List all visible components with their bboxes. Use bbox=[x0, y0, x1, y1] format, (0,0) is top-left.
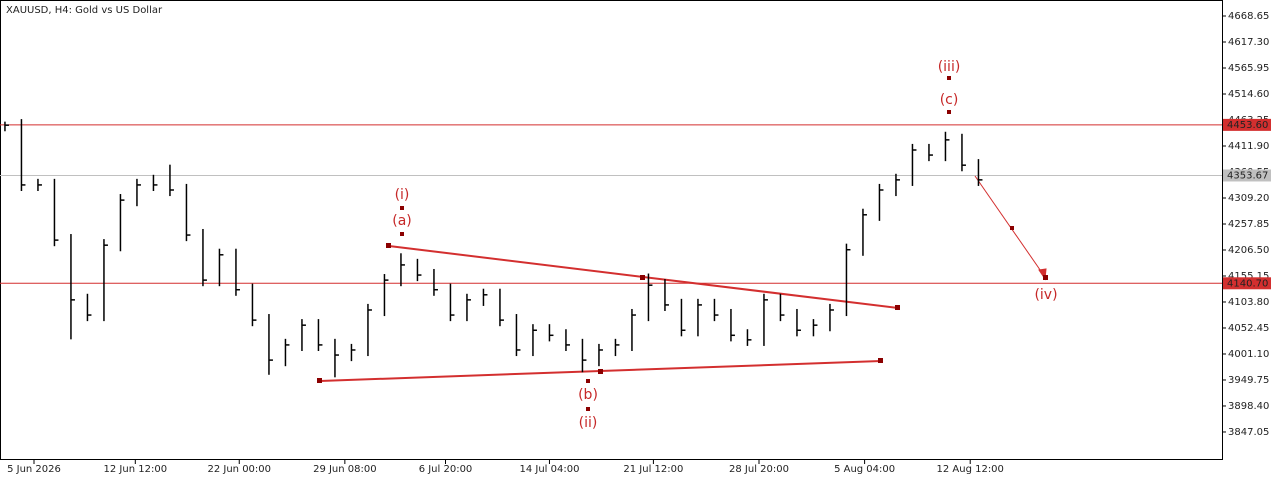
wave-label: (iv) bbox=[1034, 287, 1057, 303]
dot bbox=[947, 76, 951, 80]
dot bbox=[947, 110, 951, 114]
wave-label: (b) bbox=[578, 387, 598, 403]
wave-label: (ii) bbox=[579, 415, 598, 431]
y-tick-label: 4565.95 bbox=[1228, 63, 1269, 74]
anchor bbox=[640, 275, 645, 280]
wave-label: (a) bbox=[392, 213, 412, 229]
anchor bbox=[1043, 275, 1048, 280]
y-tick-label: 4052.45 bbox=[1228, 323, 1269, 334]
y-tick-label: 3949.75 bbox=[1228, 375, 1269, 386]
y-tick-label: 4257.85 bbox=[1228, 219, 1269, 230]
anchor bbox=[1010, 226, 1014, 230]
price-level-label: 4453.60 bbox=[1227, 120, 1268, 131]
dot bbox=[400, 206, 404, 210]
y-tick-label: 3898.40 bbox=[1228, 401, 1269, 412]
price-level-box bbox=[1223, 277, 1271, 290]
y-tick-label: 4155.15 bbox=[1228, 271, 1269, 282]
chart-title: XAUUSD, H4: Gold vs US Dollar bbox=[6, 5, 163, 16]
x-tick-label: 12 Jun 12:00 bbox=[104, 464, 168, 475]
x-tick-label: 28 Jul 20:00 bbox=[729, 464, 789, 475]
wave-label: (i) bbox=[395, 187, 410, 203]
y-tick-label: 4668.65 bbox=[1228, 11, 1269, 22]
x-tick-label: 12 Aug 12:00 bbox=[936, 464, 1003, 475]
price-level-label: 4353.67 bbox=[1227, 170, 1268, 181]
price-level-box bbox=[1223, 118, 1271, 131]
anchor bbox=[895, 305, 900, 310]
dot bbox=[586, 379, 590, 383]
y-tick-label: 3847.05 bbox=[1228, 427, 1269, 438]
y-tick-label: 4103.80 bbox=[1228, 297, 1269, 308]
projection-arrow bbox=[974, 175, 1048, 281]
anchor bbox=[386, 243, 391, 248]
x-tick-label: 6 Jul 20:00 bbox=[419, 464, 473, 475]
x-tick-label: 21 Jul 12:00 bbox=[623, 464, 683, 475]
y-tick-label: 4206.50 bbox=[1228, 245, 1269, 256]
dot bbox=[400, 232, 404, 236]
wave-label: (iii) bbox=[938, 59, 961, 75]
wave-label: (c) bbox=[940, 92, 959, 108]
anchor bbox=[878, 358, 883, 363]
y-tick-label: 4617.30 bbox=[1228, 37, 1269, 48]
x-tick-label: 5 Jun 2026 bbox=[7, 464, 61, 475]
dot bbox=[586, 407, 590, 411]
price-level-box bbox=[1223, 169, 1271, 182]
y-tick-label: 4411.90 bbox=[1228, 141, 1269, 152]
x-tick-label: 14 Jul 04:00 bbox=[519, 464, 579, 475]
wave-dots bbox=[400, 76, 951, 411]
anchor bbox=[598, 369, 603, 374]
price-level-label: 4140.70 bbox=[1227, 278, 1268, 289]
x-tick-label: 5 Aug 04:00 bbox=[834, 464, 895, 475]
y-tick-label: 4309.20 bbox=[1228, 193, 1269, 204]
plot-frame bbox=[0, 0, 1223, 460]
x-tick-label: 29 Jun 08:00 bbox=[313, 464, 377, 475]
anchor bbox=[317, 378, 322, 383]
x-tick-label: 22 Jun 00:00 bbox=[207, 464, 271, 475]
trendlines bbox=[317, 243, 900, 383]
y-tick-label: 4514.60 bbox=[1228, 89, 1269, 100]
y-tick-label: 4001.10 bbox=[1228, 349, 1269, 360]
